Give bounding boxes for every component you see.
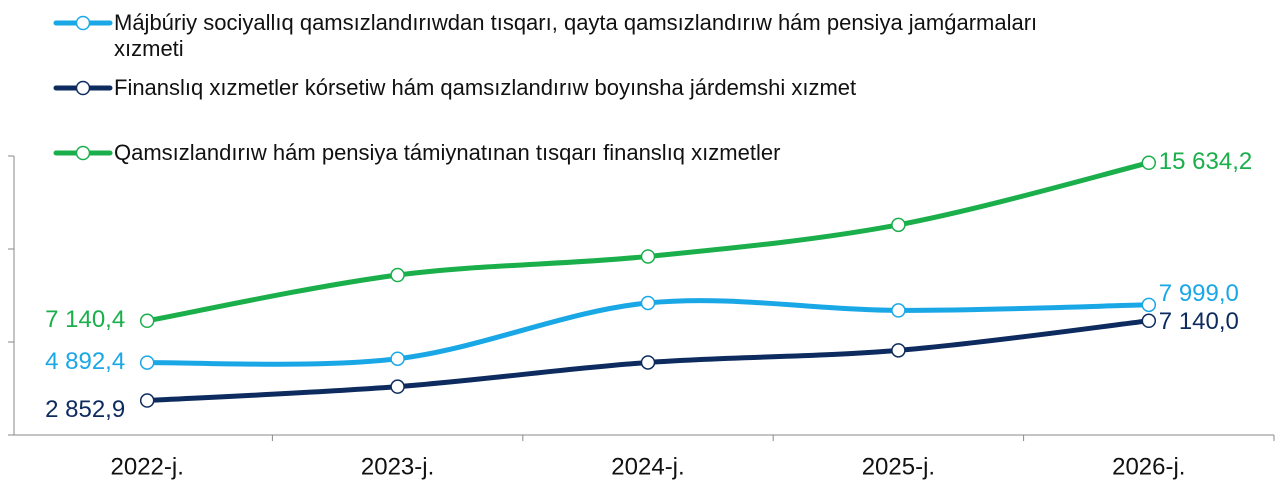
point bbox=[139, 313, 155, 329]
point bbox=[640, 355, 656, 370]
data-label: 4 892,4 bbox=[45, 348, 125, 375]
data-label: 7 140,0 bbox=[1159, 308, 1239, 335]
legend-label: Qamsızlandırıw hám pensiya támiynatınan … bbox=[114, 140, 781, 165]
point bbox=[390, 379, 405, 394]
legend-swatch bbox=[53, 15, 113, 31]
point bbox=[139, 355, 155, 370]
point bbox=[1141, 313, 1157, 329]
point bbox=[1141, 297, 1157, 313]
point bbox=[891, 303, 906, 318]
legend-marker bbox=[75, 80, 91, 96]
data-label: 2 852,9 bbox=[45, 396, 125, 423]
legend-swatch bbox=[53, 80, 113, 96]
point bbox=[891, 343, 906, 358]
legend-item: Qamsızlandırıw hám pensiya támiynatınan … bbox=[52, 140, 1054, 166]
point bbox=[1141, 155, 1157, 171]
legend-item: Májbúriy sociyallıq qamsızlandırıwdan tı… bbox=[52, 10, 1054, 62]
legend-label: Finanslıq xızmetler kórsetiw hám qamsızl… bbox=[114, 75, 857, 100]
point bbox=[640, 295, 656, 311]
legend-item: Finanslıq xızmetler kórsetiw hám qamsızl… bbox=[52, 75, 1054, 101]
x-tick-label: 2026-j. bbox=[1112, 453, 1185, 480]
legend-marker bbox=[75, 15, 91, 31]
point bbox=[139, 393, 155, 408]
legend-swatch bbox=[53, 145, 113, 161]
data-label: 7 999,0 bbox=[1159, 280, 1239, 307]
legend-label: Májbúriy sociyallıq qamsızlandırıwdan tı… bbox=[114, 10, 1038, 61]
x-tick-label: 2024-j. bbox=[611, 453, 684, 480]
point bbox=[640, 249, 656, 264]
x-tick-label: 2022-j. bbox=[111, 453, 184, 480]
point bbox=[891, 217, 906, 233]
point bbox=[390, 351, 405, 366]
data-label: 15 634,2 bbox=[1159, 148, 1252, 175]
x-tick-label: 2025-j. bbox=[862, 453, 935, 480]
data-label: 7 140,4 bbox=[45, 306, 125, 333]
legend-marker bbox=[75, 145, 91, 161]
x-tick-label: 2023-j. bbox=[361, 453, 434, 480]
point bbox=[390, 267, 405, 283]
